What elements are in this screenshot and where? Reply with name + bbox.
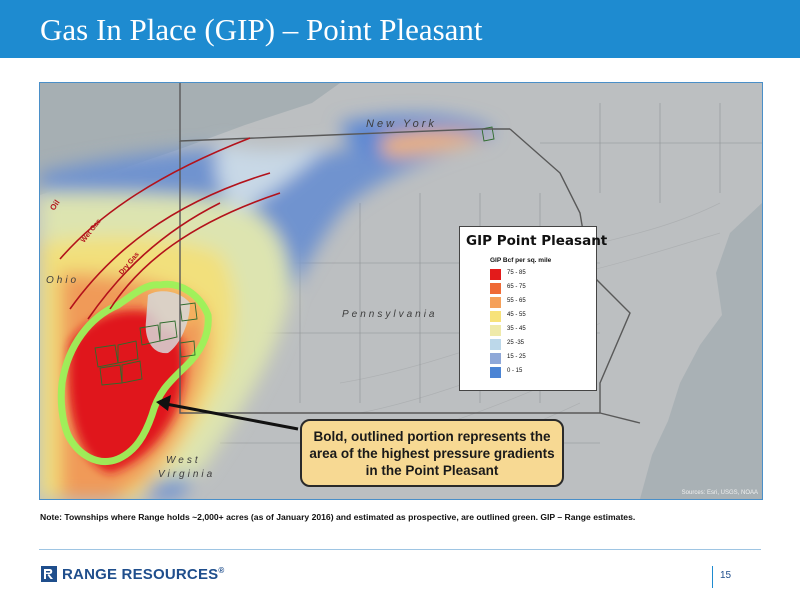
label-west-virginia-1: West — [166, 455, 201, 466]
legend-item: 35 - 45 — [490, 325, 590, 336]
legend-label: 0 - 15 — [507, 368, 523, 374]
legend-item: 15 - 25 — [490, 353, 590, 364]
legend-swatch — [490, 311, 501, 322]
label-ohio: Ohio — [46, 275, 79, 286]
gip-map: New York Pennsylvania Ohio West Virginia… — [39, 82, 763, 500]
page-number-divider — [712, 566, 713, 588]
legend-swatch — [490, 367, 501, 378]
legend-swatch — [490, 297, 501, 308]
callout-text: Bold, outlined portion represents the ar… — [309, 428, 555, 478]
legend-swatch — [490, 283, 501, 294]
legend-item: 25 -35 — [490, 339, 590, 350]
legend-item: 65 - 75 — [490, 283, 590, 294]
legend-swatch — [490, 339, 501, 350]
map-canvas: New York Pennsylvania Ohio West Virginia… — [40, 83, 762, 499]
hydrocarbon-windows — [59, 137, 281, 320]
slide-title: Gas In Place (GIP) – Point Pleasant — [40, 12, 483, 47]
township-outlines — [94, 126, 495, 386]
map-sources: Sources: Esri, USGS, NOAA — [681, 490, 758, 496]
callout-arrow — [165, 402, 299, 431]
callout-arrow-head — [156, 395, 171, 411]
legend-item: 55 - 65 — [490, 297, 590, 308]
legend-label: 25 -35 — [507, 340, 525, 346]
range-r-icon — [41, 566, 57, 582]
legend-item: 0 - 15 — [490, 367, 590, 378]
label-pennsylvania: Pennsylvania — [342, 309, 437, 320]
page-number: 15 — [720, 570, 732, 581]
legend-item: 75 - 85 — [490, 269, 590, 280]
legend-label: 35 - 45 — [507, 326, 526, 332]
legend-swatch — [490, 269, 501, 280]
legend-swatch — [490, 325, 501, 336]
legend-title: GIP Point Pleasant — [466, 233, 608, 249]
footnote: Note: Townships where Range holds ~2,000… — [40, 512, 636, 522]
legend-item: 45 - 55 — [490, 311, 590, 322]
atlantic-ocean — [640, 203, 762, 499]
label-west-virginia-2: Virginia — [158, 469, 215, 480]
title-bar: Gas In Place (GIP) – Point Pleasant — [0, 0, 800, 58]
legend-label: 65 - 75 — [507, 284, 526, 290]
legend-label: 75 - 85 — [507, 270, 526, 276]
callout-box: Bold, outlined portion represents the ar… — [300, 419, 564, 487]
legend-label: 15 - 25 — [507, 354, 526, 360]
company-name: RANGE RESOURCES® — [62, 566, 225, 583]
legend: GIP Point Pleasant GIP Bcf per sq. mile … — [459, 226, 607, 391]
label-new-york: New York — [366, 118, 437, 130]
footer-divider — [39, 549, 761, 550]
high-pressure-outline — [57, 280, 212, 465]
legend-swatch — [490, 353, 501, 364]
legend-label: 45 - 55 — [507, 312, 526, 318]
legend-label: 55 - 65 — [507, 298, 526, 304]
legend-subtitle: GIP Bcf per sq. mile — [490, 257, 552, 264]
